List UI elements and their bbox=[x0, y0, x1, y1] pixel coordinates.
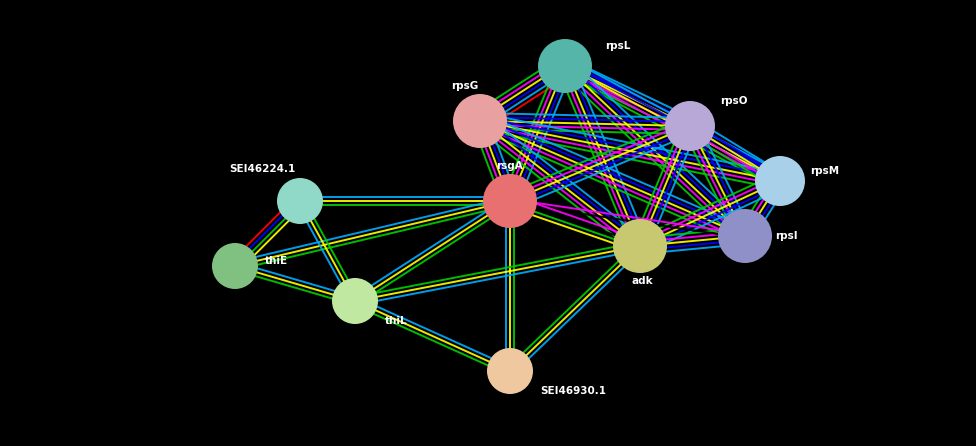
Text: rpsO: rpsO bbox=[720, 96, 748, 106]
Text: thiL: thiL bbox=[385, 316, 408, 326]
Circle shape bbox=[613, 219, 667, 273]
Circle shape bbox=[487, 348, 533, 394]
Text: rpsI: rpsI bbox=[775, 231, 797, 241]
Text: adk: adk bbox=[631, 276, 653, 286]
Text: rpsM: rpsM bbox=[810, 166, 839, 176]
Circle shape bbox=[483, 174, 537, 228]
Circle shape bbox=[332, 278, 378, 324]
Text: rpsL: rpsL bbox=[605, 41, 630, 51]
Circle shape bbox=[755, 156, 805, 206]
Text: SEI46224.1: SEI46224.1 bbox=[228, 164, 295, 174]
Circle shape bbox=[212, 243, 258, 289]
Circle shape bbox=[538, 39, 592, 93]
Text: thiE: thiE bbox=[265, 256, 288, 266]
Circle shape bbox=[453, 94, 507, 148]
Text: rpsG: rpsG bbox=[451, 81, 478, 91]
Circle shape bbox=[718, 209, 772, 263]
Circle shape bbox=[277, 178, 323, 224]
Text: SEI46930.1: SEI46930.1 bbox=[540, 386, 606, 396]
Text: rsgA: rsgA bbox=[497, 161, 523, 171]
Circle shape bbox=[665, 101, 715, 151]
